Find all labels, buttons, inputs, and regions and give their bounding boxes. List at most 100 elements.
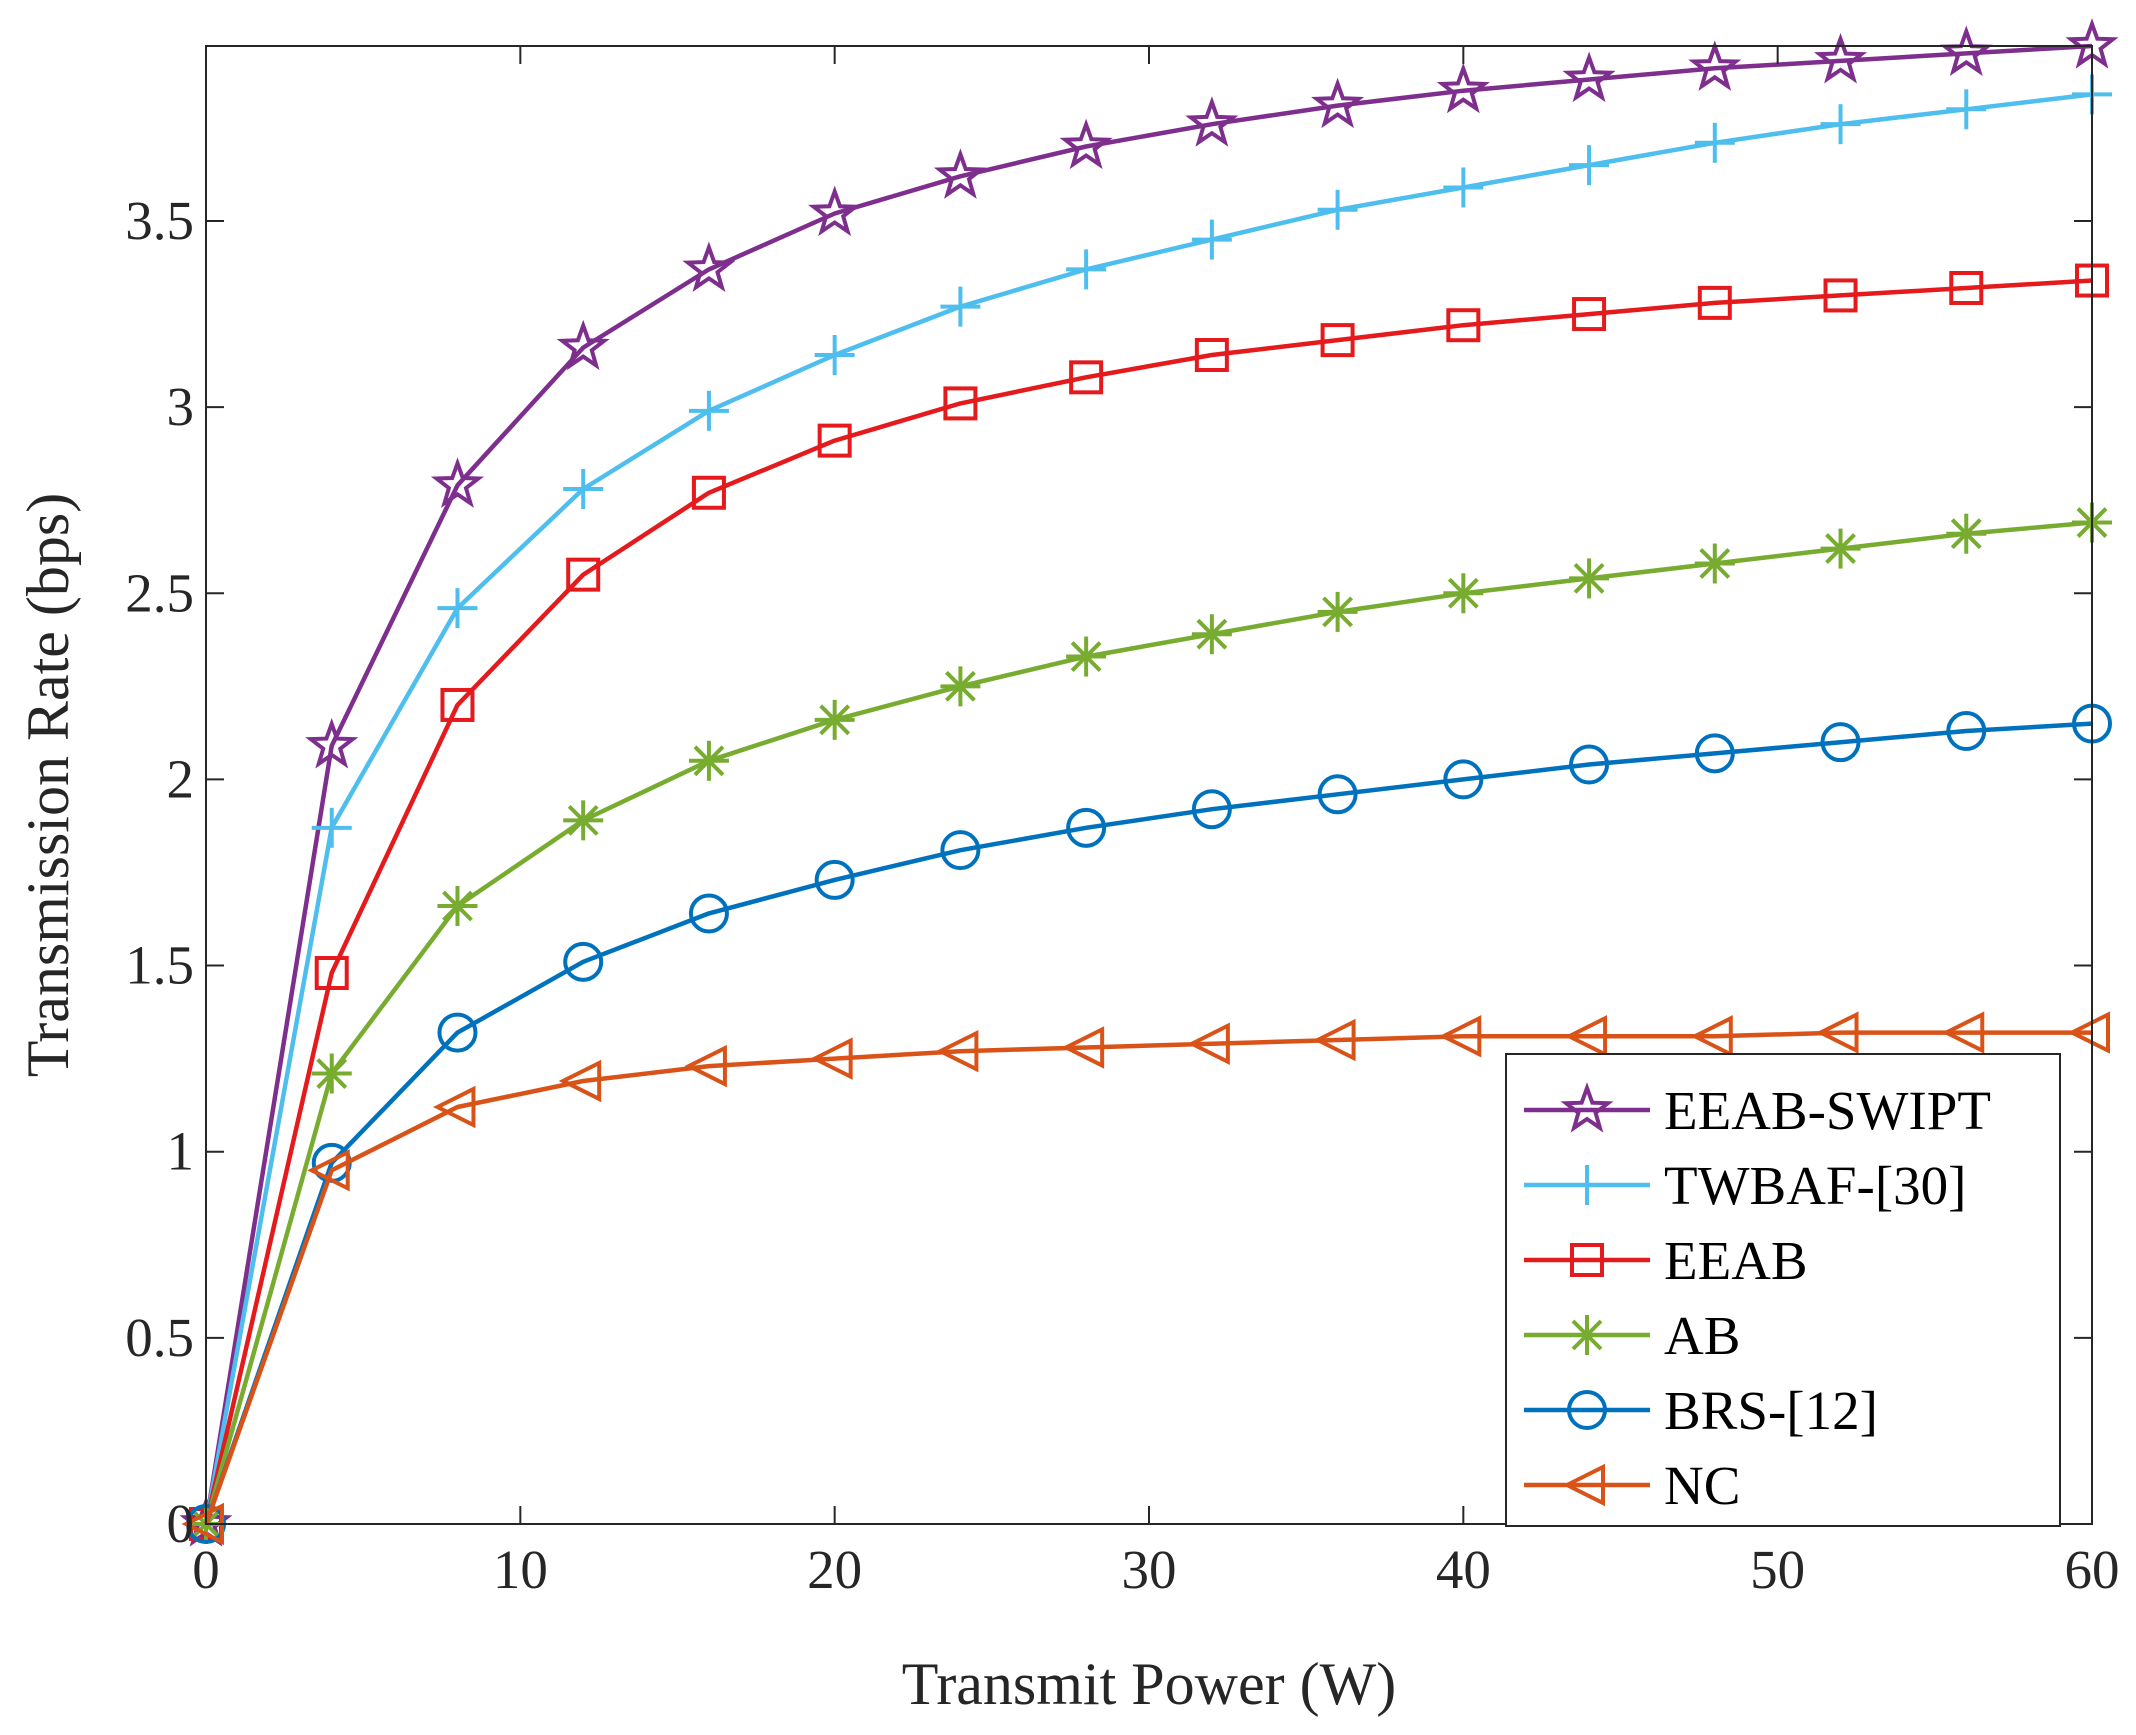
data-point-twbaf-30 xyxy=(1066,249,1107,290)
data-point-brs-12 xyxy=(1946,711,1987,752)
data-point-eeab xyxy=(440,687,475,722)
data-point-eeab-swipt xyxy=(1436,62,1490,114)
data-point-eeab-swipt xyxy=(1688,40,1742,91)
data-point-brs-12 xyxy=(1066,807,1107,848)
data-point-twbaf-30 xyxy=(1191,219,1232,260)
data-point-brs-12 xyxy=(940,830,981,871)
series-line-eeab-swipt xyxy=(203,43,2093,1525)
legend-item-eeab-swipt: EEAB-SWIPT xyxy=(1524,1080,1991,1141)
data-point-eeab xyxy=(1697,285,1732,320)
x-tick-label: 40 xyxy=(1436,1539,1491,1600)
x-tick-label: 20 xyxy=(807,1539,862,1600)
x-tick-label: 60 xyxy=(2065,1539,2120,1600)
legend-marker-twbaf-30 xyxy=(1567,1165,1607,1205)
legend-item-brs-12: BRS-[12] xyxy=(1524,1380,1878,1441)
data-point-ab xyxy=(1946,513,1987,554)
x-tick-label: 50 xyxy=(1750,1539,1805,1600)
data-point-nc xyxy=(810,1037,853,1080)
data-point-brs-12 xyxy=(1569,744,1610,785)
data-point-eeab xyxy=(1949,270,1984,305)
x-tick-label: 0 xyxy=(192,1539,220,1600)
data-point-nc xyxy=(1061,1026,1105,1069)
legend-marker-eeab xyxy=(1570,1243,1604,1277)
legend: EEAB-SWIPT TWBAF-[30] EEAB AB BRS-[12] NC xyxy=(1505,1053,2061,1527)
data-point-ab xyxy=(1820,528,1861,569)
x-tick-label: 30 xyxy=(1122,1539,1177,1600)
legend-label-eeab: EEAB xyxy=(1664,1230,1808,1291)
data-point-eeab-swipt xyxy=(1562,51,1616,103)
x-axis-ticks: 0 10 20 30 40 50 60 xyxy=(192,46,2120,1600)
legend-label-nc: NC xyxy=(1664,1455,1740,1516)
legend-label-twbaf-30: TWBAF-[30] xyxy=(1664,1155,1966,1216)
data-point-ab xyxy=(1191,614,1232,655)
data-point-twbaf-30 xyxy=(1569,145,1610,186)
data-point-nc xyxy=(1816,1011,1859,1054)
data-point-ab xyxy=(1443,573,1484,614)
data-point-brs-12 xyxy=(1694,733,1735,774)
series-line-eeab xyxy=(203,278,2093,1525)
x-tick-label: 10 xyxy=(493,1539,548,1600)
legend-label-ab: AB xyxy=(1664,1305,1740,1366)
data-point-twbaf-30 xyxy=(311,807,352,848)
data-point-twbaf-30 xyxy=(688,390,729,431)
data-point-brs-12 xyxy=(1317,774,1358,815)
y-tick-label: 2.5 xyxy=(125,562,194,623)
data-point-eeab xyxy=(566,557,601,592)
data-point-nc xyxy=(1438,1015,1482,1058)
data-point-twbaf-30 xyxy=(814,335,855,376)
data-point-ab xyxy=(940,666,981,707)
x-axis-label: Transmit Power (W) xyxy=(902,1651,1396,1717)
data-point-ab xyxy=(814,699,855,740)
data-point-brs-12 xyxy=(563,941,604,982)
data-point-eeab xyxy=(817,423,852,458)
data-point-eeab-swipt xyxy=(1311,77,1365,129)
data-point-nc xyxy=(1187,1022,1230,1065)
series-eeab xyxy=(189,263,2109,1541)
data-point-twbaf-30 xyxy=(1820,104,1861,145)
data-point-eeab-swipt xyxy=(430,457,485,508)
data-point-eeab-swipt xyxy=(933,148,987,199)
data-point-eeab-swipt xyxy=(1185,96,1239,147)
legend-label-brs-12: BRS-[12] xyxy=(1664,1380,1878,1441)
legend-marker-nc xyxy=(1562,1463,1605,1507)
series-line-nc xyxy=(203,1030,2092,1525)
data-point-eeab xyxy=(1823,278,1858,313)
series-line-twbaf-30 xyxy=(203,92,2093,1525)
data-point-brs-12 xyxy=(1820,722,1861,763)
data-point-eeab xyxy=(1572,297,1607,332)
data-point-twbaf-30 xyxy=(1317,189,1358,230)
legend-marker-ab xyxy=(1567,1315,1607,1355)
data-point-eeab xyxy=(1320,323,1355,358)
y-tick-label: 3.5 xyxy=(125,190,194,251)
data-point-twbaf-30 xyxy=(437,588,478,629)
data-point-brs-12 xyxy=(1443,759,1484,800)
data-point-eeab-swipt xyxy=(556,319,610,371)
legend-item-ab: AB xyxy=(1524,1305,1740,1366)
legend-box xyxy=(1505,1053,2061,1527)
data-point-eeab-swipt xyxy=(682,241,736,293)
data-point-eeab xyxy=(1446,308,1481,343)
data-point-nc xyxy=(558,1059,602,1103)
y-tick-label: 1 xyxy=(167,1121,195,1182)
series-line-ab xyxy=(203,520,2093,1525)
data-point-twbaf-30 xyxy=(1443,167,1484,208)
data-point-nc xyxy=(1313,1018,1356,1062)
legend-item-nc: NC xyxy=(1524,1455,1740,1516)
legend-marker-eeab-swipt xyxy=(1560,1082,1614,1133)
series-line-brs-12 xyxy=(203,721,2093,1525)
data-point-eeab xyxy=(1069,360,1104,395)
data-point-eeab-swipt xyxy=(305,718,359,769)
data-point-ab xyxy=(1317,591,1358,632)
data-point-twbaf-30 xyxy=(563,469,604,510)
data-point-eeab xyxy=(691,475,726,510)
data-point-ab xyxy=(563,800,604,841)
series-eeab-swipt xyxy=(179,18,2119,1547)
data-point-eeab-swipt xyxy=(1059,118,1113,170)
y-axis-ticks: 0 0.5 1 1.5 2 2.5 3 3.5 xyxy=(125,190,2092,1554)
y-tick-label: 1.5 xyxy=(125,935,194,996)
data-point-brs-12 xyxy=(688,893,729,934)
data-point-nc xyxy=(1690,1015,1733,1058)
y-axis-label: Transmission Rate (bps) xyxy=(15,493,81,1077)
